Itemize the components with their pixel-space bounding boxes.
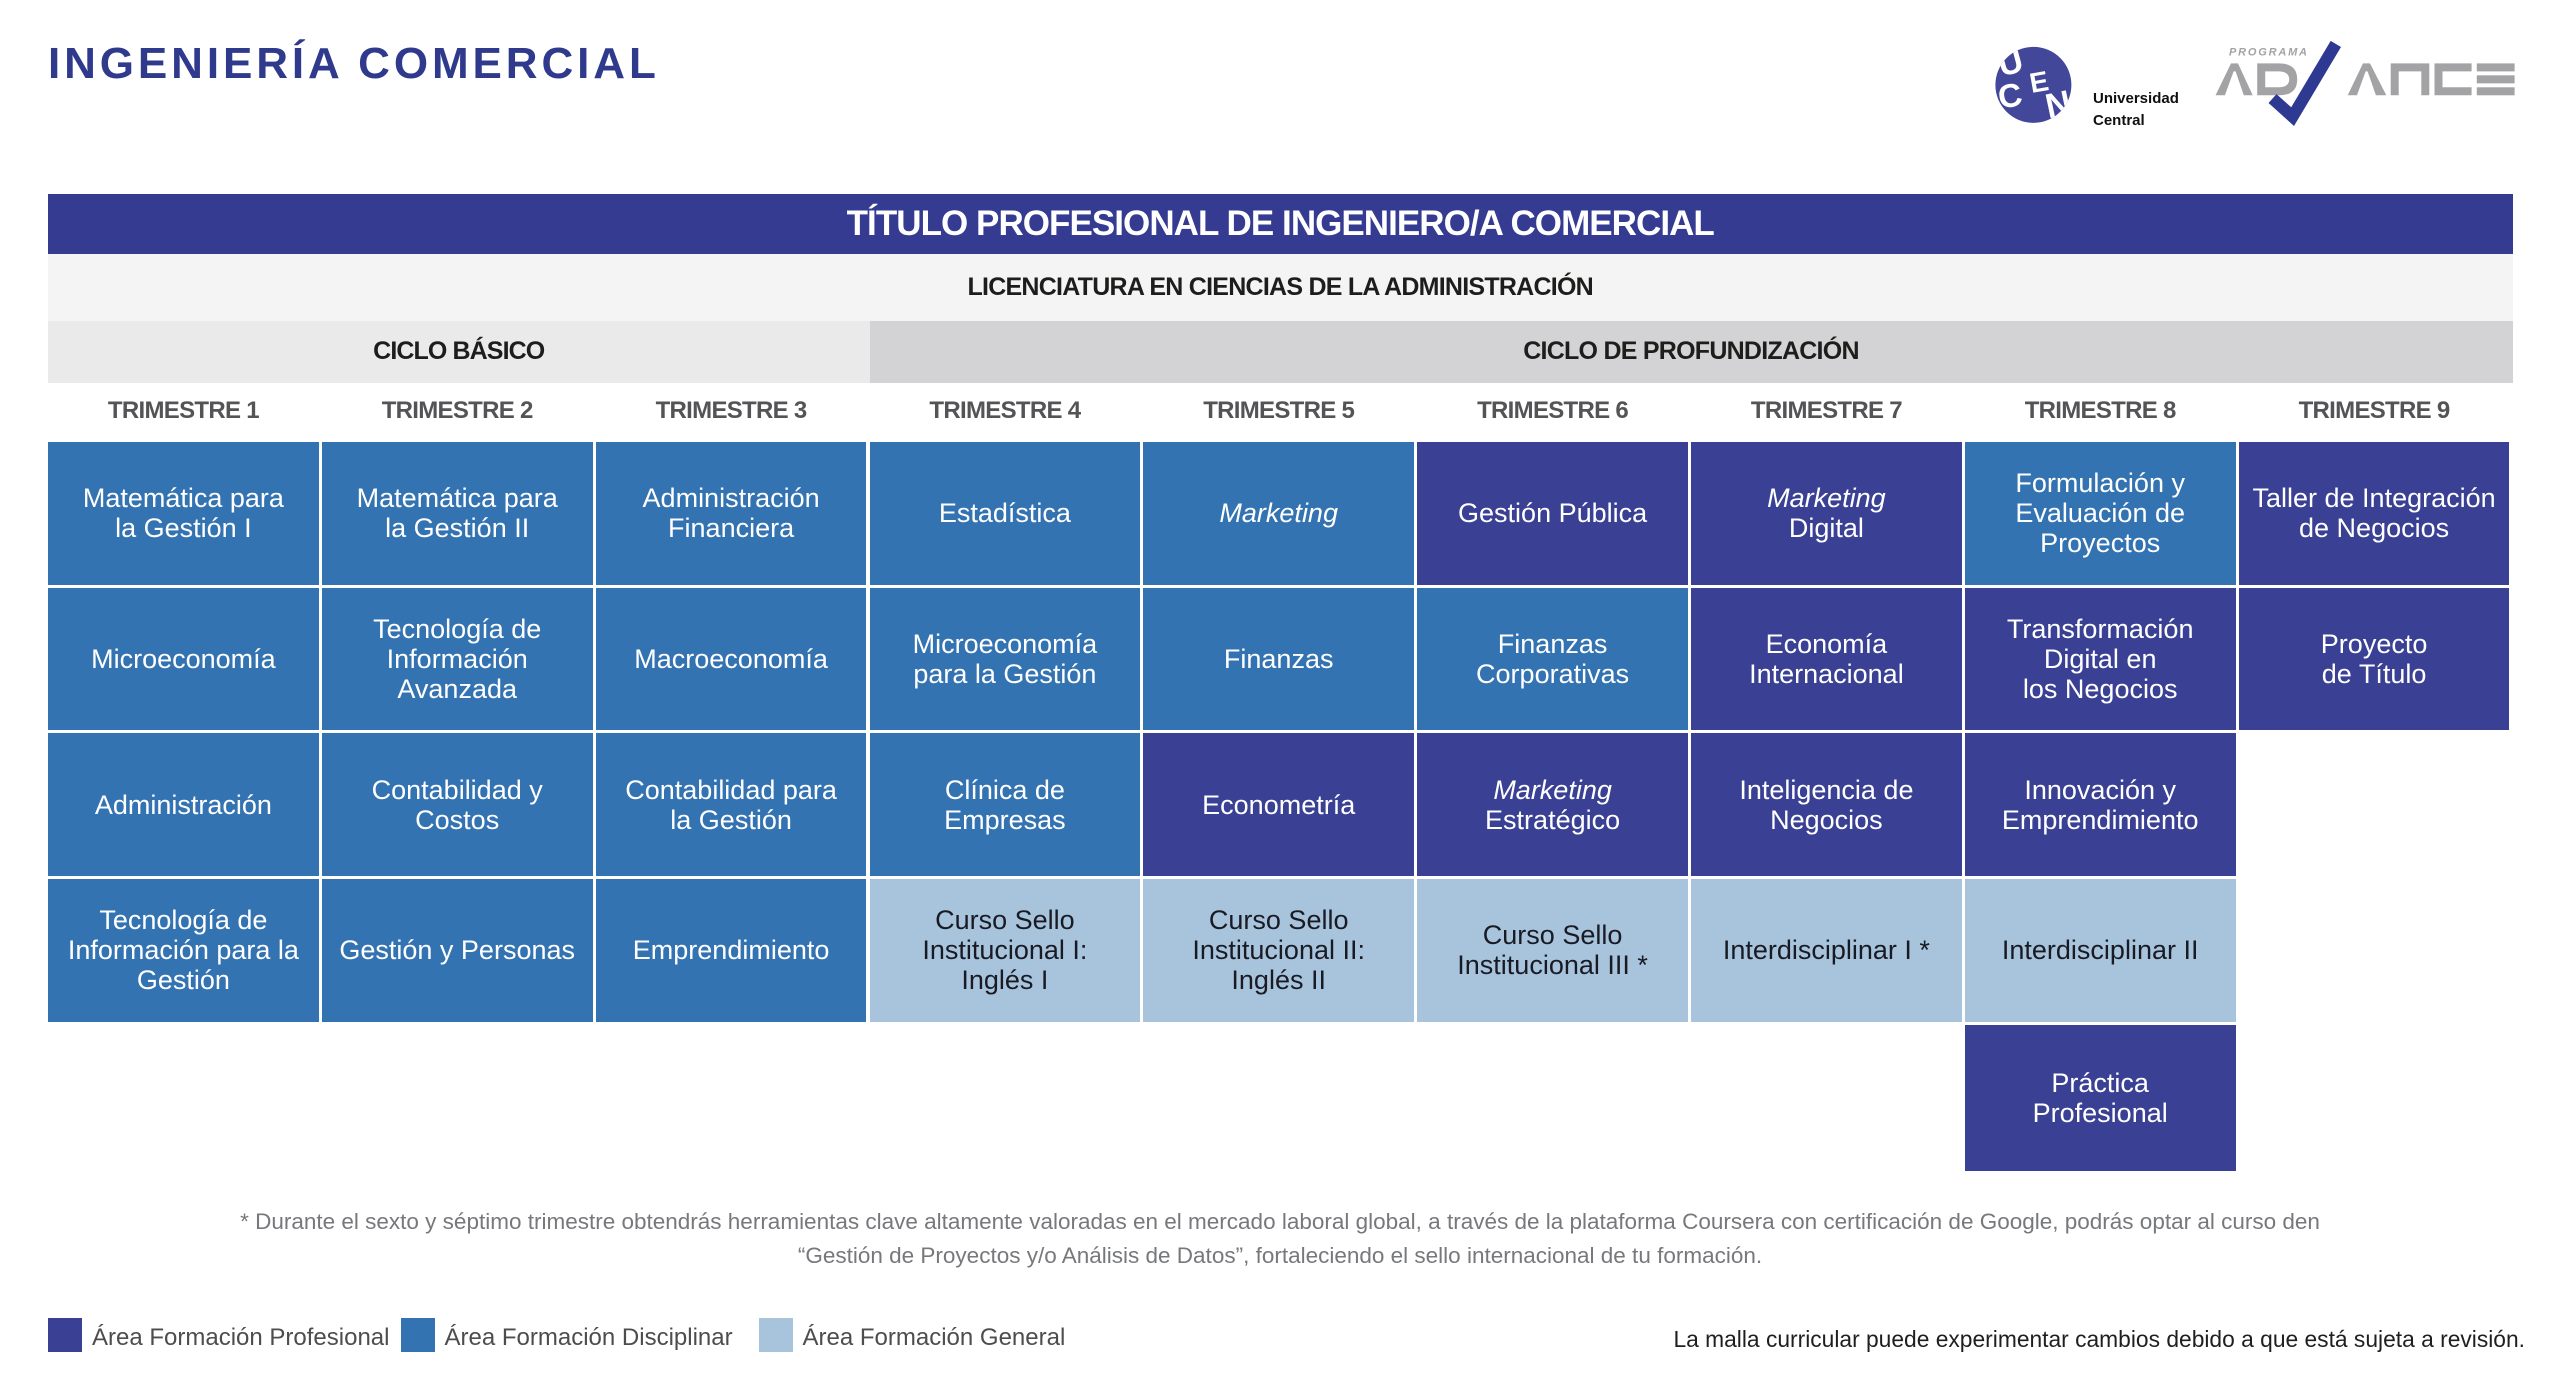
- svg-text:E: E: [2027, 65, 2051, 99]
- svg-text:PROGRAMA: PROGRAMA: [2229, 47, 2309, 59]
